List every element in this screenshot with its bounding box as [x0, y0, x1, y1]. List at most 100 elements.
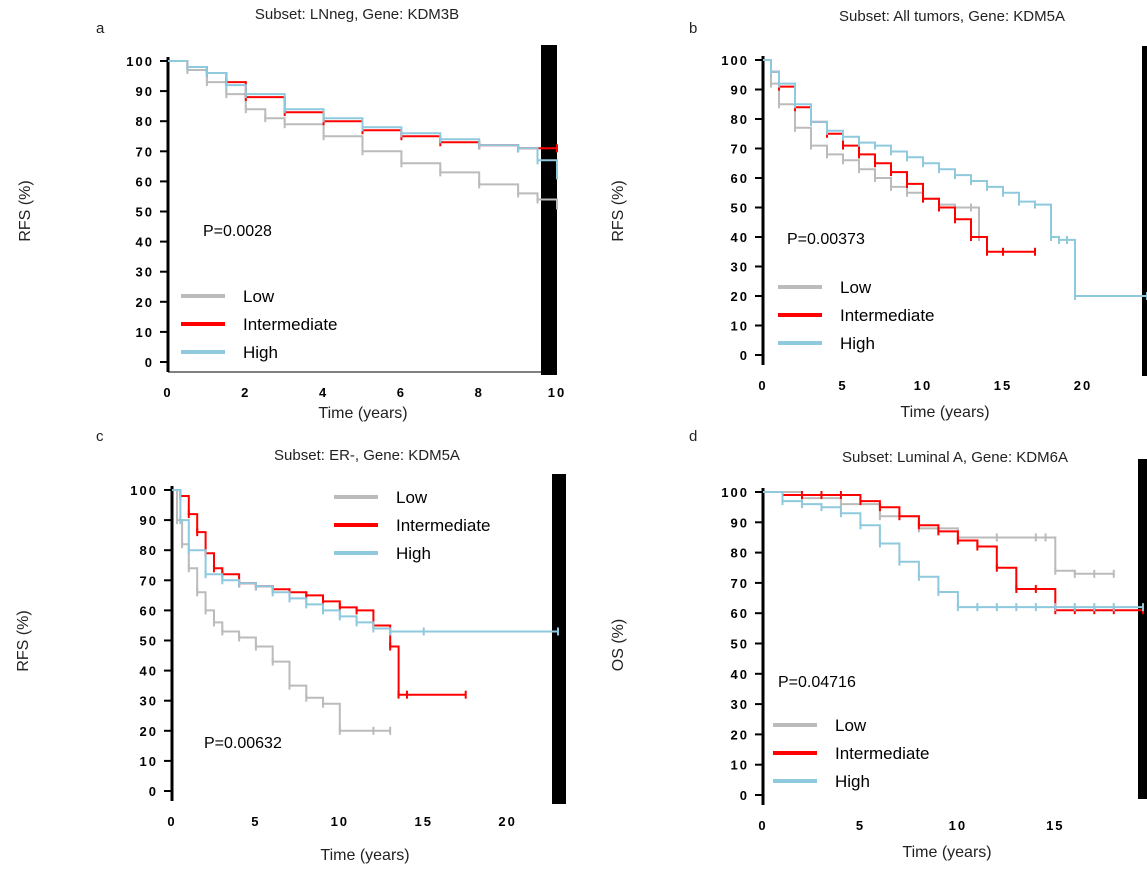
- x-tick-label: 0: [758, 818, 767, 833]
- y-tick-label: 90: [136, 84, 154, 99]
- y-tick-label: 20: [136, 295, 154, 310]
- panel-letter: d: [689, 428, 697, 445]
- legend-intermediate-label: Intermediate: [840, 306, 935, 325]
- x-tick-label: 0: [758, 378, 767, 393]
- y-tick-label: 30: [140, 694, 158, 709]
- chart-title: Subset: LNneg, Gene: KDM3B: [255, 6, 459, 23]
- y-tick-label: 30: [731, 260, 749, 275]
- p-value: P=0.00632: [204, 735, 282, 752]
- y-tick-label: 90: [140, 513, 158, 528]
- panel-right-bar: [541, 45, 557, 375]
- y-tick-label: 70: [731, 576, 749, 591]
- p-value: P=0.0028: [203, 223, 272, 240]
- x-tick-label: 5: [251, 814, 260, 829]
- y-axis-label: RFS (%): [17, 180, 34, 241]
- chart-title: Subset: ER-, Gene: KDM5A: [274, 447, 460, 464]
- legend-high-label: High: [835, 772, 870, 791]
- x-tick-label: 20: [1074, 378, 1092, 393]
- y-axis-label: RFS (%): [610, 180, 627, 241]
- y-tick-label: 80: [731, 112, 749, 127]
- y-tick-label: 70: [136, 144, 154, 159]
- legend-intermediate-label: Intermediate: [243, 315, 338, 334]
- y-tick-label: 50: [140, 634, 158, 649]
- y-axis-label: OS (%): [610, 619, 627, 671]
- y-tick-label: 0: [740, 348, 749, 363]
- legend-high-label: High: [840, 334, 875, 353]
- series-high-curve: [172, 489, 558, 633]
- x-tick-label: 5: [838, 378, 847, 393]
- x-tick-label: 5: [856, 818, 865, 833]
- y-tick-label: 60: [731, 606, 749, 621]
- chart-title: Subset: All tumors, Gene: KDM5A: [839, 8, 1065, 25]
- x-tick-label: 10: [331, 814, 349, 829]
- y-tick-label: 90: [731, 515, 749, 530]
- y-tick-label: 0: [740, 788, 749, 803]
- x-tick-label: 2: [241, 385, 250, 400]
- y-tick-label: 70: [731, 142, 749, 157]
- y-tick-label: 10: [140, 754, 158, 769]
- legend-high-label: High: [396, 544, 431, 563]
- x-tick-label: 10: [949, 818, 967, 833]
- x-axis-label: Time (years): [320, 847, 409, 864]
- x-axis-label: Time (years): [900, 404, 989, 421]
- y-tick-label: 80: [731, 546, 749, 561]
- x-tick-label: 15: [1046, 818, 1064, 833]
- legend-low-label: Low: [840, 278, 872, 297]
- y-tick-label: 80: [140, 543, 158, 558]
- panel-letter: b: [689, 20, 697, 37]
- panel-letter: a: [96, 20, 105, 37]
- y-tick-label: 100: [721, 485, 749, 500]
- y-tick-label: 60: [731, 171, 749, 186]
- legend-low-label: Low: [396, 488, 428, 507]
- y-tick-label: 30: [136, 265, 154, 280]
- y-tick-label: 20: [140, 724, 158, 739]
- y-tick-label: 60: [136, 174, 154, 189]
- y-tick-label: 10: [136, 325, 154, 340]
- legend-low-label: Low: [835, 716, 867, 735]
- y-tick-label: 40: [731, 667, 749, 682]
- series-intermediate-curve: [763, 59, 1035, 253]
- y-tick-label: 100: [721, 53, 749, 68]
- panel-c: c Subset: ER-, Gene: KDM5A Time (years) RFS…: [15, 428, 566, 864]
- y-tick-label: 0: [149, 784, 158, 799]
- y-tick-label: 100: [126, 54, 154, 69]
- y-tick-label: 80: [136, 114, 154, 129]
- legend-intermediate-label: Intermediate: [396, 516, 491, 535]
- y-tick-label: 10: [731, 758, 749, 773]
- y-tick-label: 50: [731, 637, 749, 652]
- series-high-curve: [763, 491, 1143, 609]
- legend-low-label: Low: [243, 287, 275, 306]
- series-low-curve: [763, 59, 988, 246]
- y-tick-label: 70: [140, 573, 158, 588]
- y-tick-label: 0: [145, 355, 154, 370]
- y-tick-label: 50: [136, 205, 154, 220]
- y-tick-label: 50: [731, 201, 749, 216]
- p-value: P=0.00373: [787, 231, 865, 248]
- panel-right-bar: [552, 474, 566, 804]
- panel-right-bar: [1142, 46, 1147, 376]
- legend-high-label: High: [243, 343, 278, 362]
- x-tick-label: 0: [163, 385, 172, 400]
- x-tick-label: 0: [167, 814, 176, 829]
- panel-b: b Subset: All tumors, Gene: KDM5A Time (ye…: [610, 8, 1147, 421]
- y-tick-label: 20: [731, 289, 749, 304]
- legend-intermediate-label: Intermediate: [835, 744, 930, 763]
- x-tick-label: 20: [498, 814, 516, 829]
- y-tick-label: 40: [731, 230, 749, 245]
- panel-right-bar: [1138, 459, 1147, 799]
- y-tick-label: 20: [731, 727, 749, 742]
- y-tick-label: 90: [731, 83, 749, 98]
- x-tick-label: 10: [548, 385, 566, 400]
- panel-a: a Subset: LNneg, Gene: KDM3B Time (years) R…: [17, 6, 566, 422]
- panel-d: d Subset: Luminal A, Gene: KDM6A Time (yea…: [610, 428, 1147, 861]
- y-tick-label: 30: [731, 697, 749, 712]
- y-tick-label: 40: [140, 664, 158, 679]
- x-axis-label: Time (years): [902, 844, 991, 861]
- y-tick-label: 60: [140, 603, 158, 618]
- y-tick-label: 40: [136, 235, 154, 250]
- chart-title: Subset: Luminal A, Gene: KDM6A: [842, 449, 1068, 466]
- y-axis-label: RFS (%): [15, 610, 32, 671]
- x-axis-label: Time (years): [318, 405, 407, 422]
